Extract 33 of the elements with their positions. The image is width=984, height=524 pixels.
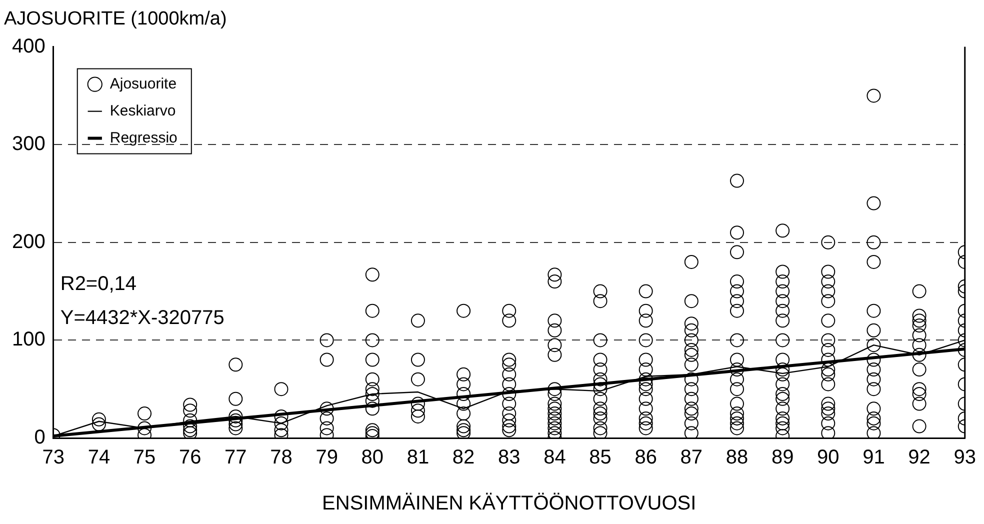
- y-tick-label: 100: [12, 328, 46, 351]
- x-tick-label: 79: [316, 446, 338, 469]
- legend-label: Keskiarvo: [110, 102, 176, 120]
- x-tick-label: 90: [817, 446, 840, 469]
- x-tick-label: 73: [42, 446, 64, 469]
- x-tick-label: 78: [270, 446, 292, 469]
- x-axis-title: ENSIMMÄINEN KÄYTTÖÖNOTTOVUOSI: [322, 492, 696, 515]
- y-tick-label: 200: [12, 230, 46, 253]
- x-tick-label: 74: [88, 446, 110, 469]
- x-tick-label: 86: [634, 446, 657, 469]
- x-tick-label: 89: [771, 446, 794, 469]
- y-tick-label: 400: [12, 35, 46, 58]
- annotation: Y=4432*X-320775: [60, 306, 224, 329]
- x-tick-label: 75: [133, 446, 156, 469]
- x-tick-label: 87: [680, 446, 703, 469]
- x-tick-label: 83: [498, 446, 520, 469]
- y-tick-label: 300: [12, 133, 46, 156]
- x-tick-label: 88: [726, 446, 748, 469]
- x-tick-label: 80: [361, 446, 384, 469]
- legend-label: Ajosuorite: [110, 75, 177, 92]
- x-tick-label: 82: [452, 446, 475, 469]
- x-tick-label: 77: [224, 446, 247, 469]
- y-tick-label: 0: [34, 426, 46, 449]
- x-tick-label: 85: [589, 446, 612, 469]
- x-tick-label: 84: [544, 446, 566, 469]
- x-tick-label: 81: [406, 446, 430, 469]
- x-tick-label: 91: [862, 446, 885, 469]
- annotation: R2=0,14: [60, 272, 137, 295]
- x-tick-label: 92: [908, 446, 930, 469]
- y-axis-title: AJOSUORITE (1000km/a): [4, 8, 227, 30]
- x-tick-label: 93: [954, 446, 976, 469]
- x-tick-label: 76: [178, 446, 202, 469]
- legend-label: Regressio: [110, 129, 178, 146]
